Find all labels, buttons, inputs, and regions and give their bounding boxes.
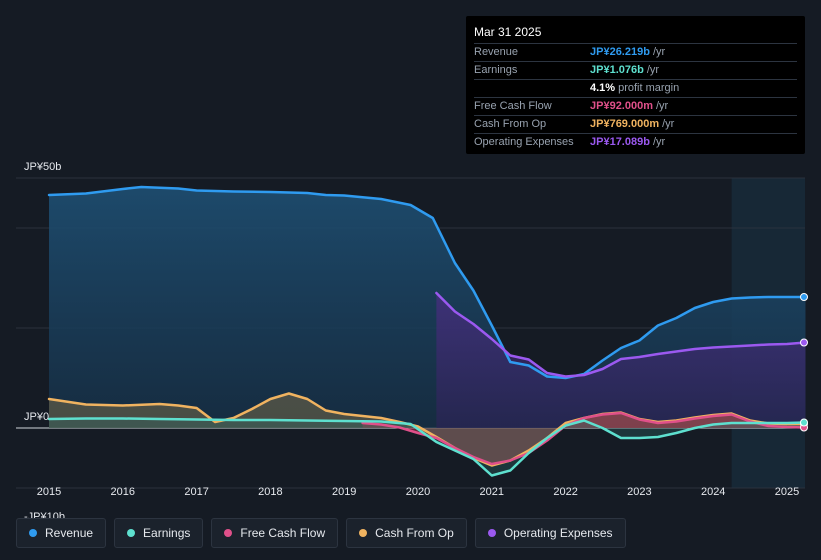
tooltip-row-unit: /yr [656, 100, 669, 112]
tooltip-row-label: Earnings [474, 64, 518, 76]
tooltip-row-label: Free Cash Flow [474, 100, 552, 112]
y-axis-label: JP¥0 [24, 411, 49, 423]
x-tick-label: 2024 [701, 486, 725, 498]
legend-label: Cash From Op [375, 526, 454, 540]
legend-label: Free Cash Flow [240, 526, 326, 540]
tooltip-row-value: JP¥1.076b [590, 64, 644, 76]
legend-dot-icon [127, 529, 136, 537]
earnings-area [49, 418, 806, 476]
tooltip-row-value: 4.1% [590, 82, 616, 94]
tooltip-row-value: JP¥26.219b [590, 46, 650, 58]
operating-expenses-line [435, 291, 807, 378]
y-axis-label: JP¥50b [24, 161, 61, 173]
legend-label: Earnings [143, 526, 191, 540]
free-cash-flow-line [361, 411, 807, 466]
x-tick-label: 2016 [111, 486, 135, 498]
legend-dot-icon [224, 529, 233, 537]
tooltip-row-value: JP¥769.000m [590, 118, 660, 130]
revenue-end-marker [800, 293, 808, 301]
x-tick-label: 2020 [406, 486, 430, 498]
legend-dot-icon [29, 529, 37, 537]
tooltip-row: 4.1% profit margin [474, 80, 797, 98]
tooltip-row-label: Revenue [474, 46, 519, 58]
legend-dot-icon [359, 529, 368, 537]
tooltip-row-label: Cash From Op [474, 118, 547, 130]
tooltip-row-value: JP¥17.089b [590, 136, 650, 148]
tooltip-row-unit: /yr [662, 118, 675, 130]
legend-item-earnings[interactable]: Earnings [114, 518, 204, 548]
tooltip-row-label [474, 80, 590, 97]
tooltip-row-unit: /yr [652, 136, 666, 148]
x-tick-label: 2015 [37, 486, 61, 498]
legend-item-cash-from-op[interactable]: Cash From Op [346, 518, 467, 548]
legend-item-revenue[interactable]: Revenue [16, 518, 107, 548]
x-tick-label: 2025 [775, 486, 799, 498]
x-tick-label: 2018 [258, 486, 282, 498]
tooltip-row: Operating Expenses JP¥17.089b/yr [474, 134, 797, 151]
legend-dot-icon [487, 529, 496, 537]
tooltip-row-label: Operating Expenses [474, 136, 574, 148]
tooltip-row: Cash From Op JP¥769.000m/yr [474, 116, 797, 134]
tooltip-row-value: JP¥92.000m [590, 100, 653, 112]
legend-item-free-cash-flow[interactable]: Free Cash Flow [211, 518, 339, 548]
legend-label: Operating Expenses [503, 526, 613, 540]
operating-expenses-area [436, 293, 806, 428]
tooltip-row-unit: /yr [652, 46, 666, 58]
x-tick-label: 2019 [332, 486, 356, 498]
tooltip-row: Free Cash Flow JP¥92.000m/yr [474, 98, 797, 116]
tooltip-row: Earnings JP¥1.076b/yr [474, 62, 797, 80]
legend-label: Revenue [45, 526, 94, 540]
tooltip-row-unit: profit margin [618, 82, 680, 94]
x-tick-label: 2023 [627, 486, 651, 498]
revenue-line [47, 185, 807, 380]
x-tick-label: 2017 [184, 486, 208, 498]
legend-item-operating-expenses[interactable]: Operating Expenses [474, 518, 626, 548]
tooltip-row-unit: /yr [646, 64, 660, 76]
legend: Revenue Earnings Free Cash Flow Cash From O… [16, 518, 626, 548]
free-cash-flow-area [362, 413, 806, 464]
tooltip-row: Revenue JP¥26.219b/yr [474, 44, 797, 62]
operating-expenses-end-marker [800, 338, 808, 347]
earnings-end-marker [800, 418, 808, 427]
tooltip-panel: Mar 31 2025 Revenue JP¥26.219b/yr Earnings… [466, 16, 805, 154]
tooltip-date: Mar 31 2025 [474, 24, 797, 44]
x-tick-label: 2021 [480, 486, 504, 498]
earnings-line [47, 417, 807, 477]
x-tick-label: 2022 [553, 486, 577, 498]
